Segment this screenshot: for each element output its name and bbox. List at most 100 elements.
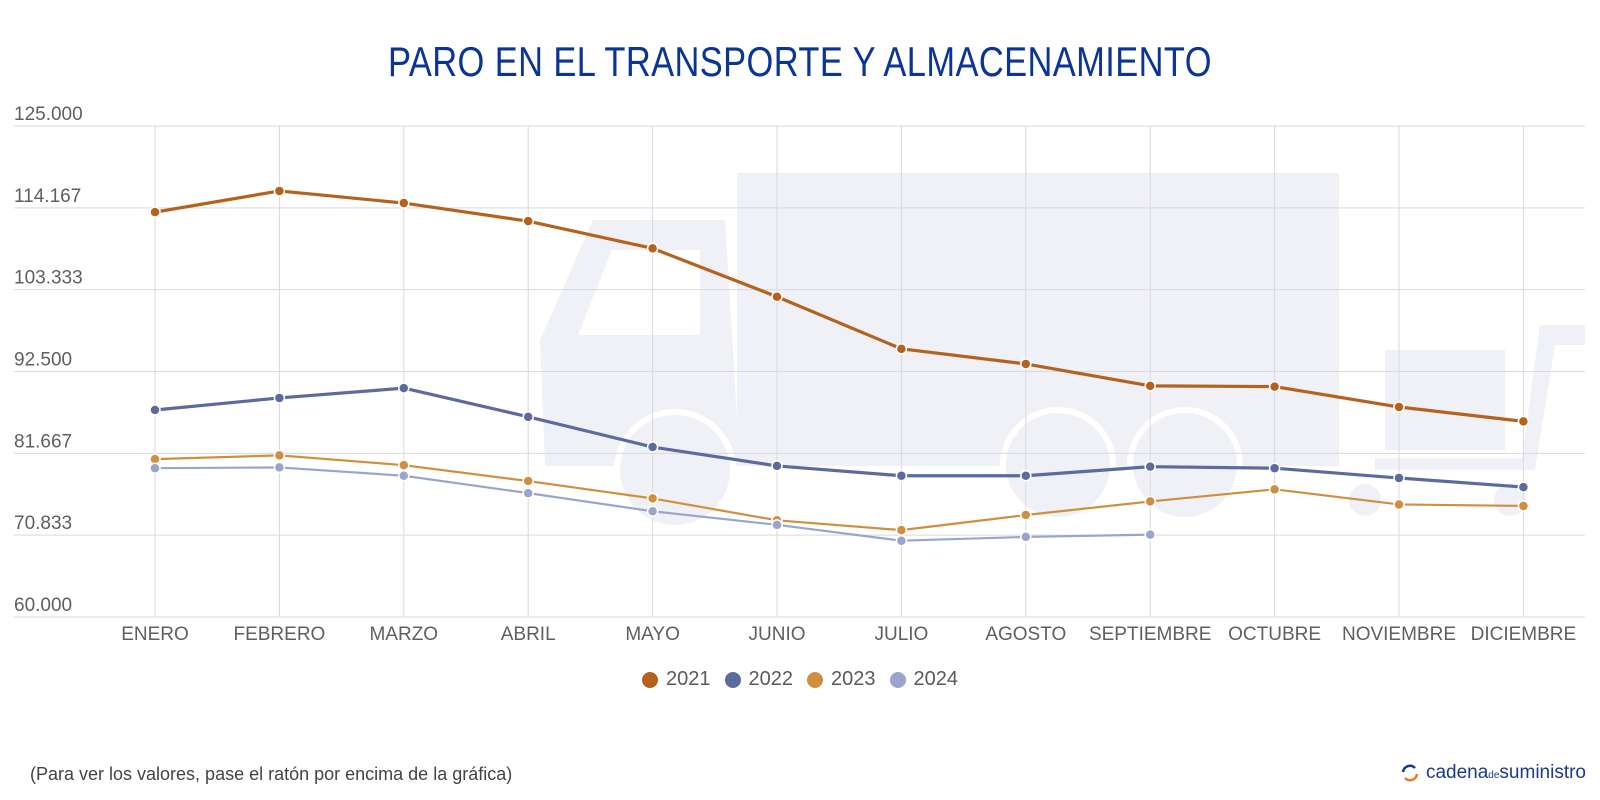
- data-point[interactable]: [522, 411, 534, 423]
- data-point[interactable]: [273, 185, 286, 197]
- data-point[interactable]: [398, 469, 410, 482]
- y-tick-label: 81.667: [14, 431, 72, 452]
- y-tick-label: 92.500: [14, 350, 72, 371]
- data-point[interactable]: [1393, 401, 1405, 413]
- legend-label: 2024: [913, 668, 959, 690]
- data-point[interactable]: [646, 505, 659, 517]
- data-point[interactable]: [522, 215, 534, 227]
- brand-part1: cadena: [1425, 762, 1489, 783]
- data-point[interactable]: [1020, 531, 1032, 543]
- legend-item-2024[interactable]: 2024: [889, 668, 959, 691]
- data-point[interactable]: [771, 460, 783, 472]
- data-point[interactable]: [149, 206, 161, 218]
- data-point[interactable]: [1144, 528, 1156, 541]
- data-point[interactable]: [1144, 460, 1156, 473]
- data-point[interactable]: [646, 441, 659, 453]
- x-tick-label: NOVIEMBRE: [1342, 624, 1456, 645]
- brand-logo: cadenadesuministro: [1400, 762, 1586, 784]
- data-point[interactable]: [1020, 509, 1032, 521]
- cart-box-shape: [1385, 350, 1505, 450]
- data-point[interactable]: [1020, 358, 1032, 370]
- y-tick-label: 125.000: [14, 104, 83, 125]
- cart-frame-shape: [1375, 325, 1585, 470]
- legend-item-2023[interactable]: 2023: [807, 668, 876, 691]
- data-point[interactable]: [1268, 380, 1281, 393]
- chart-title: PARO EN EL TRANSPORTE Y ALMACENAMIENTO: [388, 38, 1212, 85]
- series-line-2021: [154, 189, 1524, 423]
- data-point[interactable]: [895, 469, 908, 482]
- legend-item-2022[interactable]: 2022: [724, 668, 794, 691]
- series-line-2023: [154, 454, 1524, 532]
- footnote: (Para ver los valores, pase el ratón por…: [30, 764, 513, 784]
- series-2024: [149, 461, 1156, 547]
- data-point[interactable]: [895, 534, 908, 547]
- data-point[interactable]: [895, 524, 908, 536]
- x-tick-label: AGOSTO: [985, 624, 1066, 645]
- data-point[interactable]: [646, 492, 659, 505]
- x-axis: ENERO FEBRERO MARZO ABRIL MAYO JUNIO JULIO AGOS…: [121, 624, 1576, 645]
- legend: 2021 2022 2023 2024: [0, 668, 1600, 691]
- data-point[interactable]: [398, 459, 410, 471]
- data-point[interactable]: [771, 290, 783, 303]
- legend-label: 2022: [748, 668, 794, 690]
- truck-wheel-shape: [1127, 407, 1243, 523]
- data-point[interactable]: [273, 392, 286, 404]
- y-tick-label: 60.000: [14, 595, 72, 616]
- data-point[interactable]: [1517, 481, 1530, 493]
- series-line-2022: [154, 386, 1524, 489]
- y-axis: 60.000 70.833 81.667 92.500 103.333 114.167 12…: [14, 104, 83, 616]
- data-point[interactable]: [1517, 500, 1530, 512]
- refresh-circle-icon: [1401, 764, 1419, 782]
- data-point[interactable]: [1393, 498, 1405, 511]
- legend-label: 2023: [831, 668, 876, 690]
- truck-wheel-shape: [614, 409, 736, 531]
- series-2023: [149, 449, 1530, 536]
- brand-part3: suministro: [1499, 762, 1586, 783]
- x-tick-label: ENERO: [121, 624, 189, 645]
- data-point[interactable]: [1517, 415, 1530, 428]
- grid: [14, 125, 1585, 618]
- data-point[interactable]: [149, 404, 161, 416]
- x-tick-label: JULIO: [874, 624, 928, 645]
- truck-window-shape: [578, 250, 700, 335]
- data-point[interactable]: [398, 197, 410, 209]
- truck-wheel-shape: [1000, 407, 1116, 523]
- data-point[interactable]: [1020, 469, 1032, 482]
- data-point[interactable]: [771, 519, 783, 531]
- series-2021: [149, 185, 1530, 428]
- x-tick-label: OCTUBRE: [1228, 624, 1321, 645]
- series-2022: [149, 382, 1530, 493]
- legend-marker-icon: [724, 671, 741, 688]
- data-point[interactable]: [522, 475, 534, 487]
- data-point[interactable]: [273, 461, 286, 474]
- line-chart[interactable]: 60.000 70.833 81.667 92.500 103.333 114.167 12…: [0, 0, 1600, 660]
- data-point[interactable]: [646, 242, 659, 255]
- data-point[interactable]: [1144, 495, 1156, 508]
- x-tick-label: ABRIL: [501, 624, 556, 645]
- x-tick-label: JUNIO: [749, 624, 806, 645]
- data-point[interactable]: [1268, 462, 1281, 474]
- y-tick-label: 70.833: [14, 513, 72, 534]
- data-point[interactable]: [1393, 472, 1405, 484]
- cart-wheel-shape: [1494, 484, 1526, 516]
- brand-part2: de: [1488, 770, 1500, 781]
- legend-item-2021[interactable]: 2021: [642, 668, 711, 691]
- data-point[interactable]: [273, 449, 286, 462]
- y-tick-label: 103.333: [14, 268, 83, 289]
- data-point[interactable]: [895, 343, 908, 355]
- data-point[interactable]: [522, 487, 534, 499]
- data-point[interactable]: [398, 382, 410, 394]
- series-group: [149, 185, 1530, 547]
- data-point[interactable]: [1144, 380, 1156, 392]
- legend-label: 2021: [666, 668, 711, 690]
- y-tick-label: 114.167: [14, 186, 81, 207]
- legend-marker-icon: [889, 671, 906, 688]
- legend-marker-icon: [642, 671, 658, 688]
- x-tick-label: MARZO: [369, 624, 438, 645]
- x-tick-label: FEBRERO: [233, 624, 325, 645]
- x-tick-label: MAYO: [625, 624, 680, 645]
- data-point[interactable]: [1268, 483, 1281, 496]
- data-point[interactable]: [149, 462, 161, 474]
- x-tick-label: SEPTIEMBRE: [1089, 624, 1211, 645]
- x-tick-label: DICIEMBRE: [1471, 624, 1577, 645]
